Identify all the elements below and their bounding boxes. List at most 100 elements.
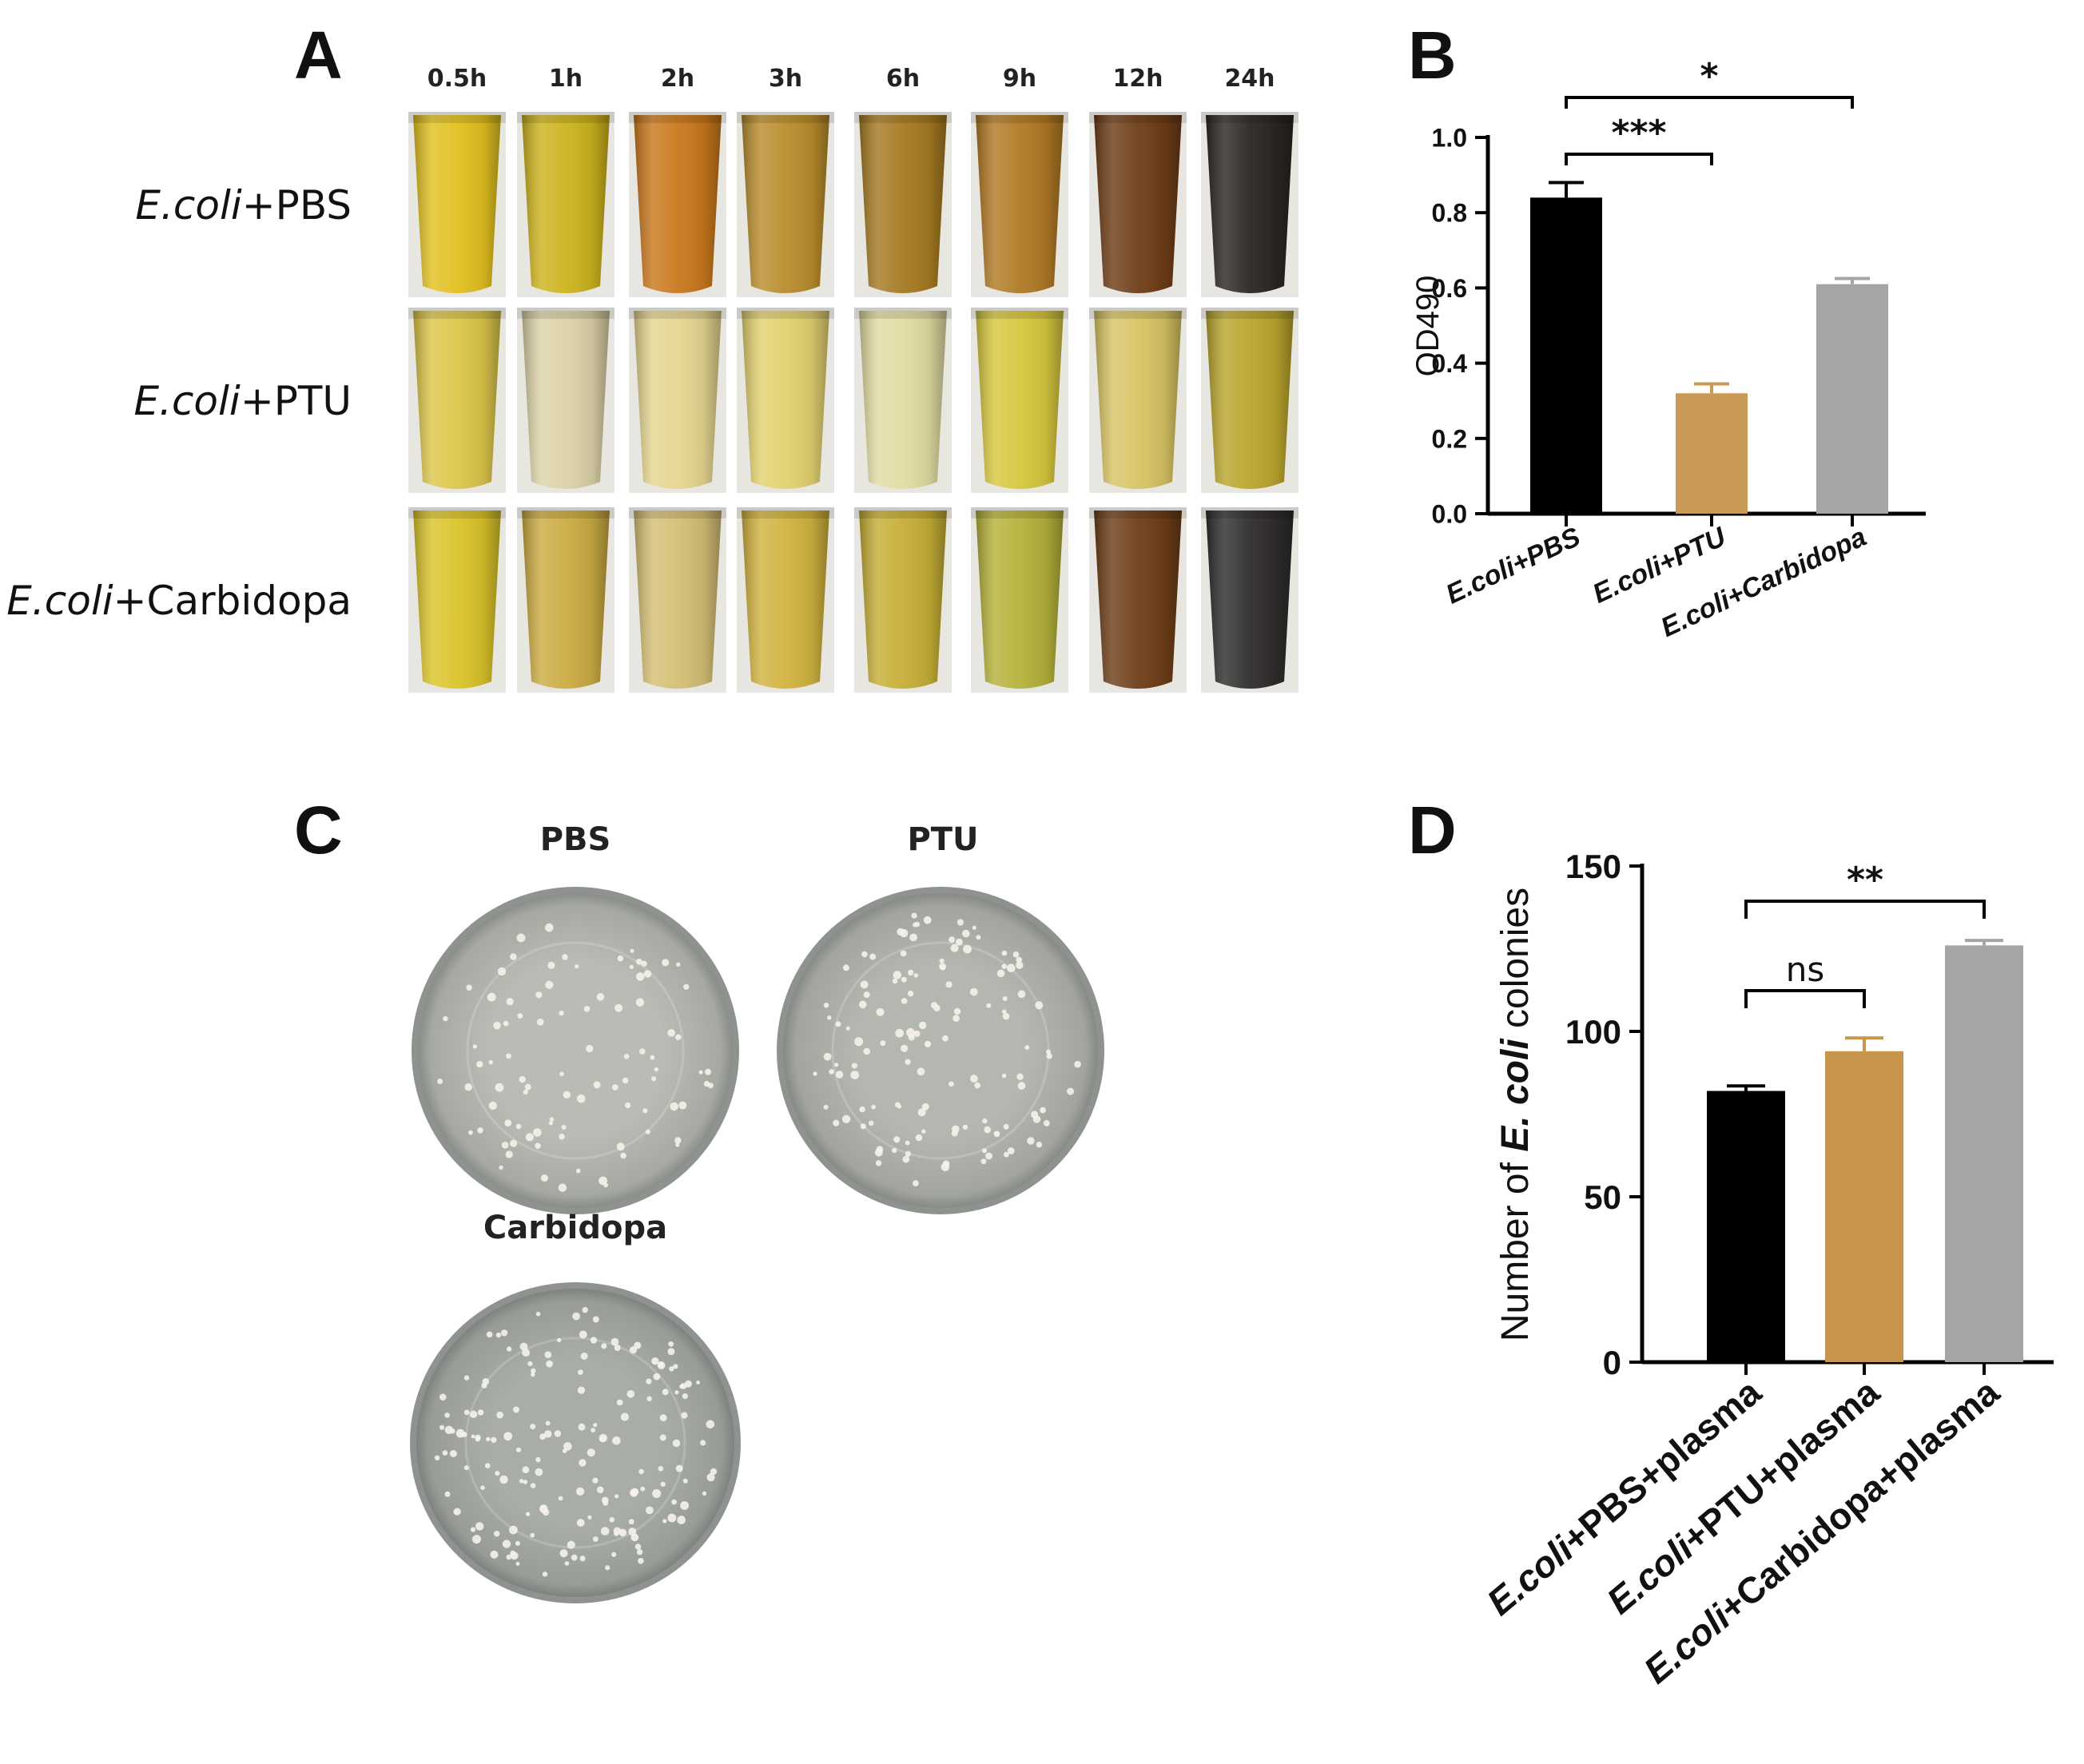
- tube-rim: [517, 112, 614, 123]
- colony: [905, 1059, 911, 1065]
- colony: [548, 1121, 554, 1126]
- colony: [683, 983, 690, 990]
- colony: [455, 1428, 465, 1438]
- colony: [945, 981, 953, 988]
- colony: [956, 938, 963, 946]
- colony: [652, 1489, 662, 1498]
- colony: [1074, 1060, 1081, 1068]
- colony: [949, 936, 955, 944]
- colony: [874, 1148, 883, 1157]
- colony: [547, 961, 555, 969]
- tube-r0-c1: [517, 112, 614, 297]
- plate-label-1: PTU: [907, 821, 978, 858]
- colony: [506, 1554, 512, 1560]
- colony: [434, 1455, 440, 1461]
- colony: [542, 1571, 548, 1577]
- colony: [522, 1349, 531, 1357]
- colony: [636, 1549, 643, 1555]
- colony: [503, 1020, 509, 1027]
- colony: [880, 1040, 886, 1047]
- colony: [674, 1390, 679, 1395]
- tube-r2-c6: [1089, 507, 1187, 693]
- colony: [477, 1409, 484, 1416]
- colony: [535, 1311, 541, 1317]
- colony: [559, 1133, 565, 1140]
- colony: [941, 1162, 950, 1172]
- colony: [593, 1536, 599, 1542]
- colony: [500, 1329, 508, 1337]
- colony: [892, 978, 898, 984]
- colony: [1001, 1009, 1007, 1015]
- colony: [563, 1442, 572, 1451]
- colony: [634, 1544, 642, 1550]
- tube-shade: [1094, 115, 1182, 293]
- colony: [579, 1459, 587, 1467]
- colony: [669, 1366, 674, 1372]
- colony: [575, 964, 579, 969]
- tube-shade: [634, 115, 722, 293]
- colony: [953, 1015, 960, 1022]
- plate-label-2: Carbidopa: [483, 1210, 667, 1246]
- colony: [502, 1540, 511, 1548]
- colony: [917, 1108, 926, 1117]
- colony: [835, 1021, 841, 1027]
- colony: [833, 1119, 840, 1126]
- colony: [675, 1034, 682, 1041]
- colony: [611, 1084, 618, 1091]
- tube-shade: [634, 511, 722, 689]
- y-axis-title: Number of E. coli colonies: [1494, 888, 1537, 1341]
- colony: [531, 1368, 536, 1374]
- colony: [617, 955, 624, 962]
- colony: [970, 1075, 978, 1083]
- colony: [614, 1494, 619, 1499]
- colony: [567, 1540, 575, 1549]
- colony: [475, 1522, 484, 1531]
- colony: [558, 1183, 567, 1192]
- colony: [667, 1348, 675, 1356]
- colony: [667, 1513, 677, 1523]
- colony: [506, 998, 514, 1006]
- tube-rim: [1201, 507, 1299, 518]
- tube-rim: [854, 112, 952, 123]
- colony: [706, 1473, 715, 1482]
- colony: [507, 1346, 512, 1352]
- colony: [710, 1468, 718, 1475]
- panel-c-plates: PBS PTU Carbidopa: [410, 821, 1104, 1603]
- row-label-rest: +PBS: [242, 182, 352, 228]
- tube-rim: [1089, 112, 1187, 123]
- colony: [499, 1165, 503, 1170]
- colony: [557, 1337, 562, 1343]
- colony: [443, 1015, 448, 1022]
- y-tick-label: 1.0: [1432, 124, 1467, 153]
- colony: [487, 992, 496, 1002]
- colony: [579, 1330, 587, 1339]
- tube-shade: [634, 311, 722, 489]
- colony: [678, 1101, 687, 1110]
- colony: [449, 1450, 457, 1457]
- colony: [510, 1551, 519, 1560]
- y-tick-label: 0.0: [1432, 500, 1467, 529]
- colony: [571, 1554, 578, 1561]
- colony: [472, 1044, 477, 1049]
- colony: [835, 1071, 844, 1079]
- colony: [463, 1465, 469, 1471]
- colony: [909, 933, 917, 942]
- colony: [1004, 1151, 1009, 1158]
- colony: [639, 1048, 646, 1055]
- time-header-5: 9h: [1003, 65, 1036, 93]
- colony: [641, 960, 647, 967]
- y-tick-label: 150: [1565, 848, 1621, 885]
- tube-r0-c7: [1201, 112, 1299, 297]
- y-title-italic: E. coli: [1494, 1038, 1537, 1152]
- dish-shade: [418, 893, 733, 1208]
- colony: [601, 1496, 609, 1504]
- tube-rim: [971, 507, 1068, 518]
- colony: [1043, 1120, 1050, 1126]
- petri-dish-2: [410, 1282, 741, 1603]
- colony: [605, 1565, 610, 1571]
- colony: [464, 1083, 472, 1091]
- colony: [645, 1129, 650, 1134]
- colony: [527, 1361, 533, 1366]
- colony: [662, 1519, 667, 1524]
- row-label-italic: E.coli: [133, 378, 240, 424]
